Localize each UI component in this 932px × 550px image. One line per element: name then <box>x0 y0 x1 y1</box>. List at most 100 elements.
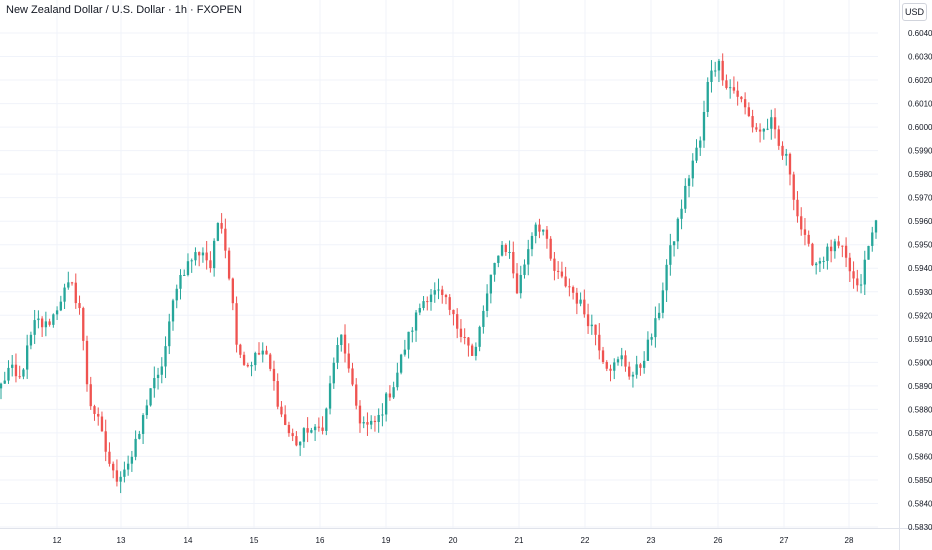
candle-down <box>732 87 736 91</box>
candle-up <box>179 275 182 289</box>
candle-up <box>392 387 395 398</box>
candle-up <box>160 366 163 375</box>
candle-up <box>201 252 205 256</box>
candle-up <box>680 208 683 219</box>
candle-up <box>646 339 650 361</box>
candle-down <box>272 368 276 382</box>
candle-up <box>190 260 193 262</box>
time-tick-label: 15 <box>250 536 259 545</box>
candle-up <box>313 426 317 431</box>
candle-up <box>613 362 616 371</box>
time-tick-label: 21 <box>515 536 524 545</box>
candle-down <box>366 422 369 425</box>
candle-up <box>657 312 661 319</box>
candle-up <box>3 380 6 384</box>
candle-up <box>153 378 156 389</box>
candle-up <box>55 310 59 315</box>
candle-up <box>126 463 130 470</box>
candle-up <box>684 185 687 209</box>
candle-up <box>489 274 493 294</box>
candle-down <box>829 246 833 252</box>
candle-up <box>414 312 418 331</box>
time-tick-label: 23 <box>647 536 656 545</box>
candle-down <box>553 258 556 271</box>
candle-down <box>89 384 92 407</box>
candle-down <box>74 282 77 304</box>
candle-up <box>186 261 190 275</box>
currency-button[interactable]: USD <box>902 3 927 21</box>
candle-up <box>433 290 436 295</box>
candle-down <box>280 406 283 415</box>
candle-down <box>796 199 799 217</box>
candle-up <box>579 299 582 304</box>
candle-up <box>183 274 186 276</box>
candle-up <box>527 249 530 265</box>
candle-up <box>381 414 384 416</box>
candle-up <box>340 334 343 346</box>
time-tick-label: 20 <box>449 536 458 545</box>
time-tick-label: 22 <box>581 536 590 545</box>
time-tick-label: 19 <box>382 536 391 545</box>
candle-down <box>538 224 541 232</box>
candle-down <box>586 314 590 327</box>
candle-down <box>556 270 560 272</box>
candle-up <box>822 260 825 262</box>
candle-up <box>403 349 407 355</box>
candle-down <box>571 287 575 293</box>
candle-up <box>815 263 818 266</box>
candle-up <box>302 428 306 442</box>
candle-down <box>108 451 111 464</box>
candle-down <box>755 127 758 130</box>
candle-up <box>332 362 335 384</box>
candle-down <box>85 340 89 385</box>
candle-down <box>545 229 549 239</box>
candle-up <box>212 240 216 269</box>
candle-up <box>616 359 620 363</box>
candle-down <box>803 229 807 235</box>
candle-down <box>242 354 246 365</box>
candle-up <box>130 456 134 464</box>
candle-up <box>519 274 522 294</box>
candle-up <box>29 334 33 346</box>
candle-up <box>370 420 373 425</box>
time-tick-label: 12 <box>53 536 62 545</box>
candle-down <box>112 463 115 471</box>
candle-up <box>669 245 672 265</box>
candle-down <box>456 314 459 329</box>
candle-up <box>706 81 709 112</box>
candle-up <box>500 244 504 256</box>
candle-up <box>766 128 769 130</box>
candle-up <box>590 324 593 327</box>
candle-up <box>396 372 399 388</box>
candle-up <box>650 337 653 340</box>
candle-up <box>530 235 534 250</box>
candle-up <box>676 218 679 242</box>
candle-down <box>560 271 564 277</box>
candle-up <box>164 346 167 367</box>
candle-down <box>788 153 792 175</box>
candle-down <box>747 107 751 117</box>
symbol-title: New Zealand Dollar / U.S. Dollar · 1h · … <box>6 4 242 16</box>
time-axis[interactable]: 12 13 14 15 16 19 20 21 22 23 26 27 28 <box>53 536 854 545</box>
candle-down <box>227 250 231 279</box>
candle-down <box>388 393 392 398</box>
candle-down <box>844 245 848 258</box>
candle-up <box>699 140 702 148</box>
candle-up <box>168 321 171 347</box>
candle-up <box>377 414 380 422</box>
candle-up <box>145 405 148 416</box>
candle-down <box>93 406 96 414</box>
candle-down <box>594 324 597 335</box>
candle-down <box>209 260 212 269</box>
candle-down <box>291 433 294 437</box>
